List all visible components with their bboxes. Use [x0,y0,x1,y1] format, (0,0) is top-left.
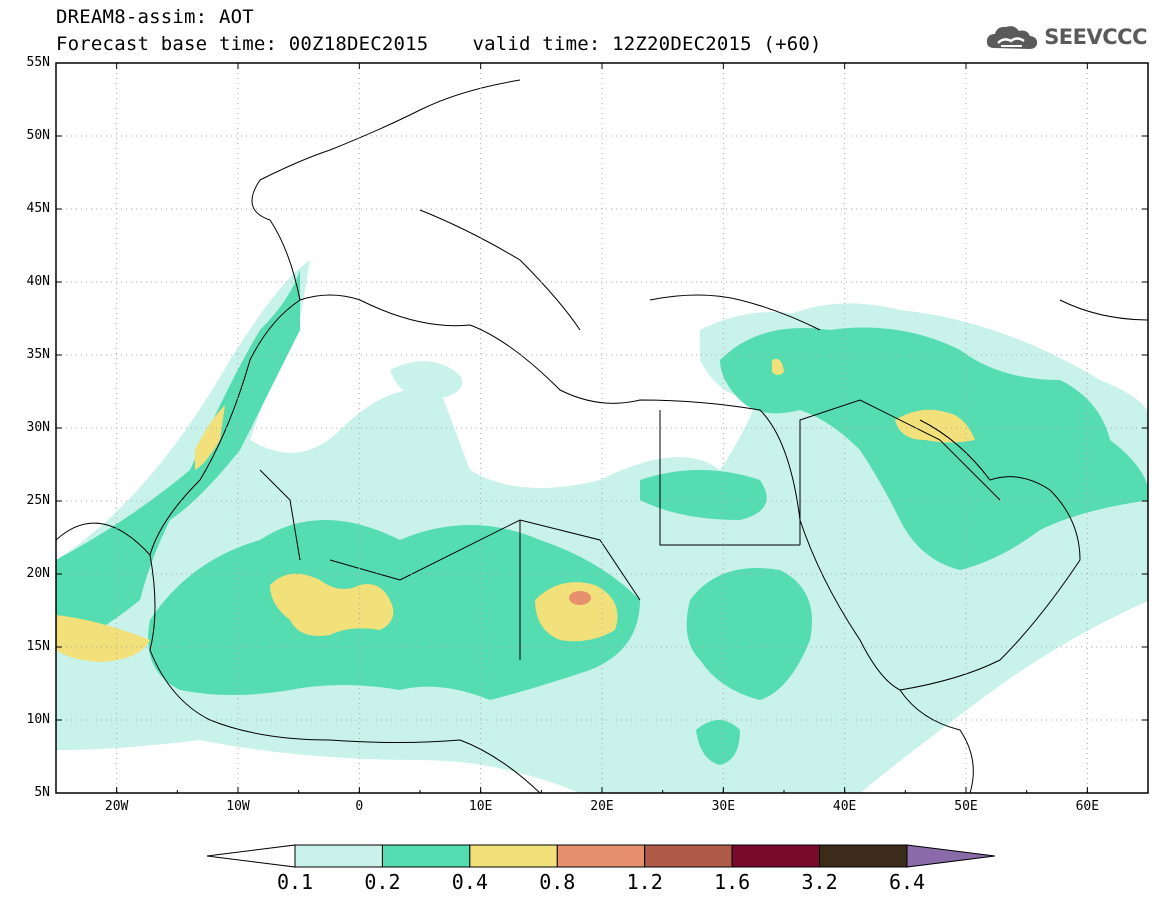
lon-label: 60E [1075,799,1100,814]
lon-label: 10E [468,799,493,814]
colorbar-label: 0.8 [539,870,576,894]
cloud-icon [987,26,1038,49]
lat-label: 35N [26,347,50,362]
logo-text: SEEVCCC [1044,25,1147,49]
map-subtitle: Forecast base time: 00Z18DEC2015 valid ti… [56,33,822,55]
lat-label: 50N [26,128,50,143]
map-title: DREAM8-assim: AOT [56,6,254,28]
valid-time: valid time: 12Z20DEC2015 (+60) [472,33,822,55]
coastlines [56,79,1148,793]
colorbar-label: 6.4 [888,870,926,894]
colorbar-box [381,844,471,868]
colorbar-box [731,844,821,868]
lat-label: 30N [26,420,50,435]
colorbar-box [556,844,646,868]
colorbar-high-extension [906,844,996,868]
colorbar-label: 0.2 [364,870,401,894]
grid-lines [56,63,1148,793]
lat-label: 45N [26,201,50,216]
lat-label: 40N [26,274,50,289]
lon-label: 0 [355,799,364,814]
base-time: Forecast base time: 00Z18DEC2015 [56,33,429,55]
colorbar [206,844,996,868]
aot-field [56,260,1148,793]
colorbar-label: 1.6 [714,870,751,894]
colorbar-box [819,844,908,868]
lat-label: 15N [26,639,50,654]
colorbar-label: 1.2 [626,870,663,894]
lat-label: 25N [26,493,50,508]
lon-label: 40E [832,799,857,814]
lat-label: 55N [26,55,50,70]
lon-label: 20W [104,799,129,814]
colorbar-label: 0.1 [276,870,314,894]
colorbar-box [469,844,558,868]
lat-label: 5N [34,785,50,800]
colorbar-low-extension [206,844,296,868]
lon-label: 50E [954,799,978,814]
seevccc-logo: SEEVCCC [984,22,1147,52]
colorbar-box [294,844,383,868]
lon-label: 30E [711,799,736,814]
colorbar-box [644,844,733,868]
lat-label: 10N [26,712,50,727]
lat-label: 20N [26,566,50,581]
colorbar-label: 0.4 [451,870,488,894]
tick-marks [55,62,1149,794]
colorbar-label: 3.2 [801,870,838,894]
lon-label: 20E [590,799,614,814]
lon-label: 10W [226,799,250,814]
